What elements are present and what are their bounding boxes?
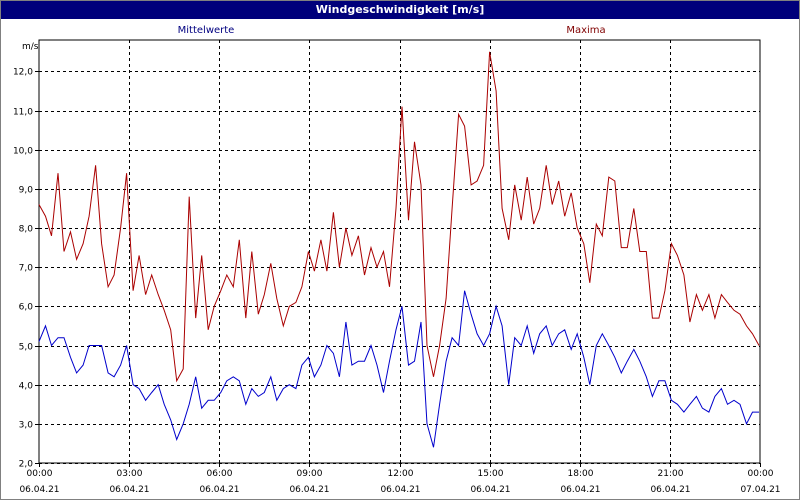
x-tick-date-label: 06.04.21 bbox=[289, 485, 329, 495]
y-tick-label: 4,0 bbox=[19, 382, 34, 392]
x-tick-time-label: 00:00 bbox=[27, 469, 53, 479]
x-tick-date-label: 06.04.21 bbox=[199, 485, 239, 495]
y-tick-label: 9,0 bbox=[19, 186, 34, 196]
window-title: Windgeschwindigkeit [m/s] bbox=[1, 1, 799, 19]
x-tick-date-label: 06.04.21 bbox=[380, 485, 420, 495]
maxima-line bbox=[38, 51, 760, 383]
x-tick-date-label: 07.04.21 bbox=[740, 485, 780, 495]
x-tick-time-label: 00:00 bbox=[748, 469, 774, 479]
x-tick-date-label: 06.04.21 bbox=[650, 485, 690, 495]
y-tick-label: 8,0 bbox=[19, 225, 34, 235]
tick-labels: 2,0 3,0 4,0 5,0 6,0 7,0 8,0 9,0 10,0 11,0 12,0 00:0… bbox=[13, 68, 781, 496]
y-tick-label: 5,0 bbox=[19, 343, 34, 353]
x-tick-time-label: 15:00 bbox=[478, 469, 504, 479]
y-tick-label: 3,0 bbox=[19, 421, 34, 431]
y-tick-label: 10,0 bbox=[13, 147, 33, 157]
x-tick-date-label: 06.04.21 bbox=[560, 485, 600, 495]
y-tick-label: 6,0 bbox=[19, 303, 34, 313]
series bbox=[38, 51, 760, 448]
x-tick-time-label: 18:00 bbox=[568, 469, 594, 479]
y-tick-label: 11,0 bbox=[13, 108, 33, 118]
x-tick-time-label: 09:00 bbox=[297, 469, 323, 479]
legend-maxima: Maxima bbox=[566, 25, 606, 36]
plot-area-border bbox=[38, 39, 761, 464]
x-tick-date-label: 06.04.21 bbox=[109, 485, 149, 495]
legend-mittelwerte: Mittelwerte bbox=[177, 25, 235, 36]
x-tick-time-label: 21:00 bbox=[658, 469, 684, 479]
y-tick-label: 2,0 bbox=[19, 460, 34, 470]
axes: m/s bbox=[22, 39, 761, 464]
x-tick-date-label: 06.04.21 bbox=[19, 485, 59, 495]
x-tick-time-label: 12:00 bbox=[388, 469, 414, 479]
x-tick-date-label: 06.04.21 bbox=[470, 485, 510, 495]
x-tick-time-label: 06:00 bbox=[207, 469, 233, 479]
x-tick-time-label: 03:00 bbox=[117, 469, 143, 479]
y-tick-label: 12,0 bbox=[13, 68, 33, 78]
mittelwerte-line bbox=[38, 290, 759, 448]
y-axis-label: m/s bbox=[22, 42, 39, 52]
grid bbox=[35, 40, 761, 467]
y-tick-label: 7,0 bbox=[19, 264, 34, 274]
